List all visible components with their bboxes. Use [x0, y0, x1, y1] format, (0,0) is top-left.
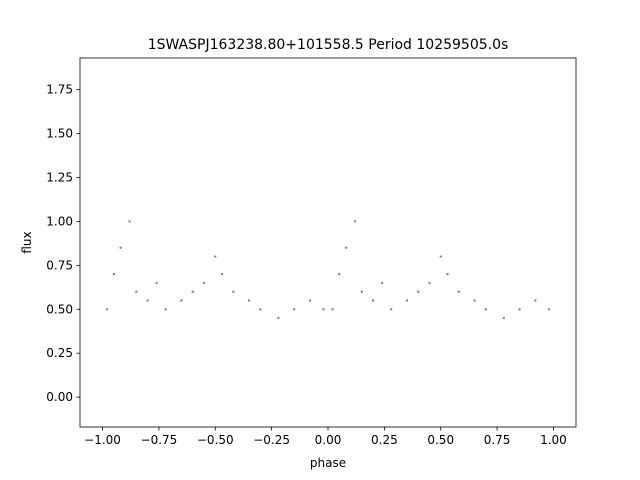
data-point — [389, 308, 393, 311]
data-point — [155, 281, 158, 285]
y-tick-label: 0.50 — [46, 302, 73, 316]
y-tick-label: 0.00 — [46, 390, 73, 404]
data-point — [518, 308, 521, 311]
data-point — [502, 316, 506, 320]
data-point — [446, 272, 449, 276]
data-point — [484, 308, 488, 311]
x-tick-label: 0.75 — [484, 433, 511, 447]
data-point — [353, 220, 357, 223]
data-point — [232, 290, 235, 293]
plot-frame — [79, 57, 577, 428]
y-tick-label: 0.25 — [46, 346, 73, 360]
data-point — [308, 299, 312, 302]
y-tick-label: 1.50 — [46, 127, 73, 141]
data-point — [214, 255, 217, 258]
data-point — [344, 246, 348, 249]
y-tick-label: 1.00 — [46, 214, 73, 228]
data-point — [292, 308, 296, 311]
x-tick-label: −0.75 — [141, 433, 178, 447]
x-tick-label: 0.25 — [371, 433, 398, 447]
data-point — [534, 299, 537, 302]
data-point — [331, 308, 334, 311]
data-point — [220, 272, 224, 276]
x-tick-label: 0.50 — [427, 433, 454, 447]
chart-title: 1SWASPJ163238.80+101558.5 Period 1025950… — [148, 37, 509, 53]
data-point — [128, 220, 131, 223]
data-point — [105, 308, 109, 311]
data-point — [277, 316, 280, 320]
data-point — [439, 255, 442, 258]
data-point — [247, 299, 251, 302]
y-tick-label: 1.75 — [46, 83, 73, 97]
data-point — [135, 290, 138, 293]
data-point — [259, 308, 262, 311]
data-point — [112, 272, 116, 276]
data-point — [191, 290, 194, 293]
y-tick-label: 1.25 — [46, 170, 73, 184]
y-axis-ticks: 0.00 0.25 0.50 0.75 1.00 1.25 1.50 1.75 — [46, 83, 80, 404]
data-points — [105, 220, 551, 320]
data-point — [146, 299, 149, 302]
x-tick-label: −0.50 — [197, 433, 234, 447]
x-tick-label: 0.00 — [315, 433, 342, 447]
data-point — [457, 290, 460, 293]
data-point — [164, 308, 167, 311]
data-point — [202, 281, 206, 285]
data-point — [360, 290, 364, 293]
data-point — [338, 272, 341, 276]
x-axis-label: phase — [310, 456, 346, 470]
x-tick-label: 1.00 — [540, 433, 567, 447]
data-point — [416, 290, 420, 293]
y-axis-label: flux — [20, 231, 34, 253]
data-point — [428, 281, 431, 285]
data-point — [180, 299, 183, 302]
data-point — [473, 299, 476, 302]
y-tick-label: 0.75 — [46, 258, 73, 272]
x-axis-ticks: −1.00 −0.75 −0.50 −0.25 0.00 0.25 0.50 0.75 1.00 — [84, 427, 567, 447]
data-point — [380, 281, 384, 285]
data-point — [119, 246, 122, 249]
x-tick-label: −1.00 — [84, 433, 121, 447]
data-point — [405, 299, 409, 302]
data-point — [547, 308, 551, 311]
data-point — [322, 308, 325, 311]
x-tick-label: −0.25 — [253, 433, 290, 447]
data-point — [371, 299, 375, 302]
